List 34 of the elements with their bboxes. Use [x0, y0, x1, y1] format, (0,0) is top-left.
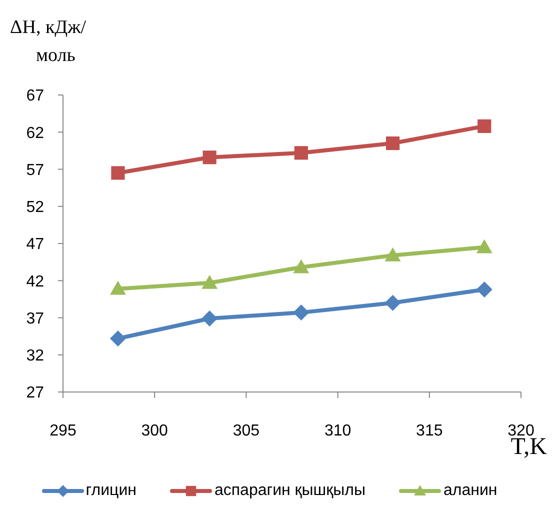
- x-tick-label: 310: [324, 422, 352, 440]
- legend-label: аланин: [443, 482, 498, 500]
- x-tick-label: 320: [508, 422, 534, 440]
- point: [293, 304, 310, 321]
- point: [478, 119, 492, 133]
- y-tick-label: 52: [26, 199, 44, 216]
- x-tick-label: 305: [232, 422, 260, 440]
- y-tick-label: 42: [26, 273, 44, 290]
- point: [476, 239, 492, 254]
- legend-label: аспарагин қышқылы: [214, 482, 366, 500]
- point: [110, 280, 126, 295]
- point: [384, 294, 401, 311]
- y-tick-label: 47: [26, 236, 44, 254]
- point: [202, 274, 218, 289]
- point: [110, 330, 126, 347]
- point: [386, 136, 400, 150]
- y-tick-label: 32: [26, 348, 44, 365]
- y-tick-label: 57: [26, 162, 44, 179]
- y-tick-label: 27: [26, 384, 44, 402]
- point: [293, 259, 310, 274]
- point: [476, 282, 492, 298]
- point: [202, 310, 218, 326]
- y-axis-title: ΔH, кДж/моль: [10, 16, 86, 68]
- point: [111, 166, 125, 180]
- y-tick-label: 67: [26, 88, 44, 105]
- point: [294, 146, 308, 160]
- y-tick-label: 37: [26, 310, 44, 328]
- point: [384, 247, 401, 262]
- x-tick-label: 295: [50, 422, 76, 440]
- x-tick-label: 315: [416, 422, 443, 440]
- y-tick-label: 62: [26, 124, 44, 142]
- x-tick-label: 300: [141, 422, 168, 440]
- legend-label: глицин: [86, 482, 136, 500]
- point: [202, 150, 216, 164]
